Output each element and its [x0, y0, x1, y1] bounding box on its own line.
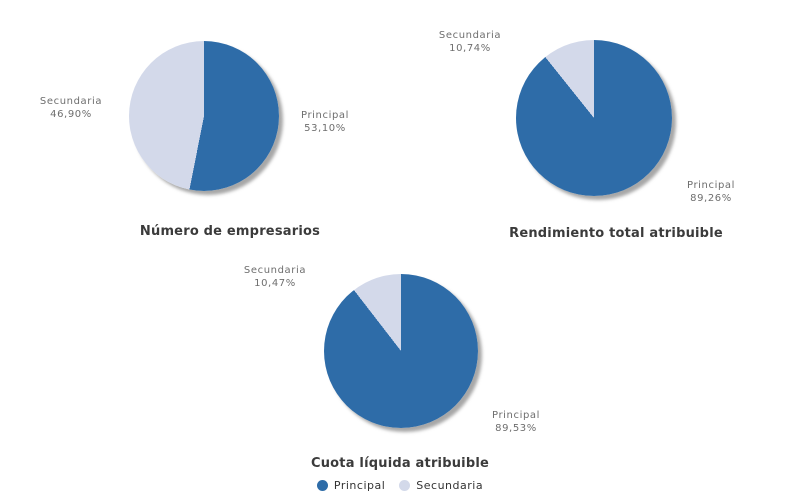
slice-label-name: Principal [686, 180, 735, 191]
legend-swatch-secundaria-icon [399, 480, 411, 491]
slice-label-name: Principal [300, 110, 349, 121]
slice-label-value: 89,26% [690, 193, 732, 204]
legend-swatch-principal-icon [316, 480, 328, 491]
legend-item-secundaria: Secundaria [399, 479, 483, 492]
slice-label-name: Secundaria [243, 265, 307, 276]
slice-label-secundaria: Secundaria 10,74% [415, 29, 525, 55]
slice-label-value: 10,47% [254, 278, 296, 289]
legend-label-secundaria: Secundaria [416, 479, 484, 492]
legend-label-principal: Principal [333, 479, 386, 492]
pie-chart-numero-de-empresarios [129, 41, 279, 191]
slice-label-value: 53,10% [304, 123, 346, 134]
slice-label-name: Secundaria [39, 96, 103, 107]
legend-item-principal: Principal [316, 479, 386, 492]
slice-label-secundaria: Secundaria 46,90% [16, 95, 126, 121]
legend: Principal Secundaria [0, 479, 800, 492]
slice-label-principal: Principal 89,26% [656, 179, 766, 205]
slice-label-value: 10,74% [449, 43, 491, 54]
slice-label-name: Secundaria [438, 30, 502, 41]
chart-title-rendimiento-total-atribuible: Rendimiento total atribuible [509, 226, 723, 241]
slice-label-principal: Principal 53,10% [270, 109, 380, 135]
pie-chart-cuota-liquida-atribuible [324, 274, 478, 428]
chart-title-cuota-liquida-atribuible: Cuota líquida atribuible [310, 456, 490, 471]
slice-label-value: 46,90% [50, 109, 92, 120]
slice-label-principal: Principal 89,53% [461, 409, 571, 435]
slice-label-value: 89,53% [495, 423, 537, 434]
slice-label-name: Principal [491, 410, 540, 421]
slice-label-secundaria: Secundaria 10,47% [220, 264, 330, 290]
chart-title-numero-de-empresarios: Número de empresarios [139, 224, 321, 239]
pie-chart-rendimiento-total-atribuible [516, 40, 672, 196]
